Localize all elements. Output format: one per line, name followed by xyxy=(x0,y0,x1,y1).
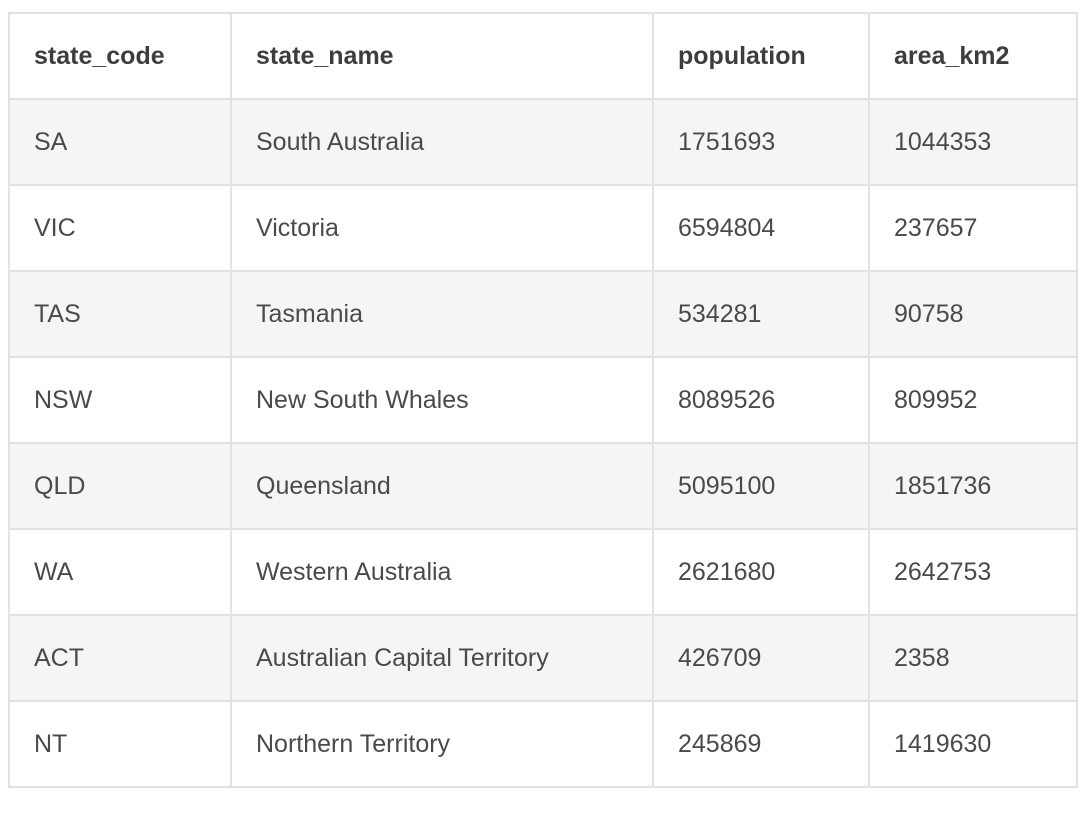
table-row: TAS Tasmania 534281 90758 xyxy=(8,270,1078,358)
cell-area-km2: 2358 xyxy=(868,614,1078,702)
cell-state-name: New South Whales xyxy=(230,356,654,444)
table-row: ACT Australian Capital Territory 426709 … xyxy=(8,614,1078,702)
cell-state-code: TAS xyxy=(8,270,232,358)
cell-state-code: NT xyxy=(8,700,232,788)
cell-state-code: NSW xyxy=(8,356,232,444)
column-header-area-km2[interactable]: area_km2 xyxy=(868,12,1078,100)
cell-state-code: QLD xyxy=(8,442,232,530)
table-row: QLD Queensland 5095100 1851736 xyxy=(8,442,1078,530)
cell-area-km2: 1419630 xyxy=(868,700,1078,788)
cell-population: 426709 xyxy=(652,614,870,702)
cell-population: 1751693 xyxy=(652,98,870,186)
table-row: WA Western Australia 2621680 2642753 xyxy=(8,528,1078,616)
cell-population: 8089526 xyxy=(652,356,870,444)
cell-state-code: SA xyxy=(8,98,232,186)
cell-area-km2: 2642753 xyxy=(868,528,1078,616)
column-header-population[interactable]: population xyxy=(652,12,870,100)
header-row: state_code state_name population area_km… xyxy=(8,12,1078,100)
cell-state-name: Northern Territory xyxy=(230,700,654,788)
table-body: SA South Australia 1751693 1044353 VIC V… xyxy=(8,98,1078,788)
cell-population: 245869 xyxy=(652,700,870,788)
cell-area-km2: 237657 xyxy=(868,184,1078,272)
cell-area-km2: 809952 xyxy=(868,356,1078,444)
data-table-container: state_code state_name population area_km… xyxy=(8,12,1078,788)
table-row: VIC Victoria 6594804 237657 xyxy=(8,184,1078,272)
cell-area-km2: 1044353 xyxy=(868,98,1078,186)
cell-state-code: WA xyxy=(8,528,232,616)
column-header-state-code[interactable]: state_code xyxy=(8,12,232,100)
states-table: state_code state_name population area_km… xyxy=(8,12,1078,788)
table-header: state_code state_name population area_km… xyxy=(8,12,1078,100)
cell-state-name: Tasmania xyxy=(230,270,654,358)
cell-population: 5095100 xyxy=(652,442,870,530)
cell-state-code: ACT xyxy=(8,614,232,702)
cell-population: 2621680 xyxy=(652,528,870,616)
cell-state-name: Queensland xyxy=(230,442,654,530)
table-row: NT Northern Territory 245869 1419630 xyxy=(8,700,1078,788)
cell-population: 6594804 xyxy=(652,184,870,272)
cell-area-km2: 1851736 xyxy=(868,442,1078,530)
cell-state-name: South Australia xyxy=(230,98,654,186)
cell-population: 534281 xyxy=(652,270,870,358)
cell-area-km2: 90758 xyxy=(868,270,1078,358)
cell-state-code: VIC xyxy=(8,184,232,272)
cell-state-name: Australian Capital Territory xyxy=(230,614,654,702)
table-row: SA South Australia 1751693 1044353 xyxy=(8,98,1078,186)
cell-state-name: Victoria xyxy=(230,184,654,272)
column-header-state-name[interactable]: state_name xyxy=(230,12,654,100)
table-row: NSW New South Whales 8089526 809952 xyxy=(8,356,1078,444)
cell-state-name: Western Australia xyxy=(230,528,654,616)
